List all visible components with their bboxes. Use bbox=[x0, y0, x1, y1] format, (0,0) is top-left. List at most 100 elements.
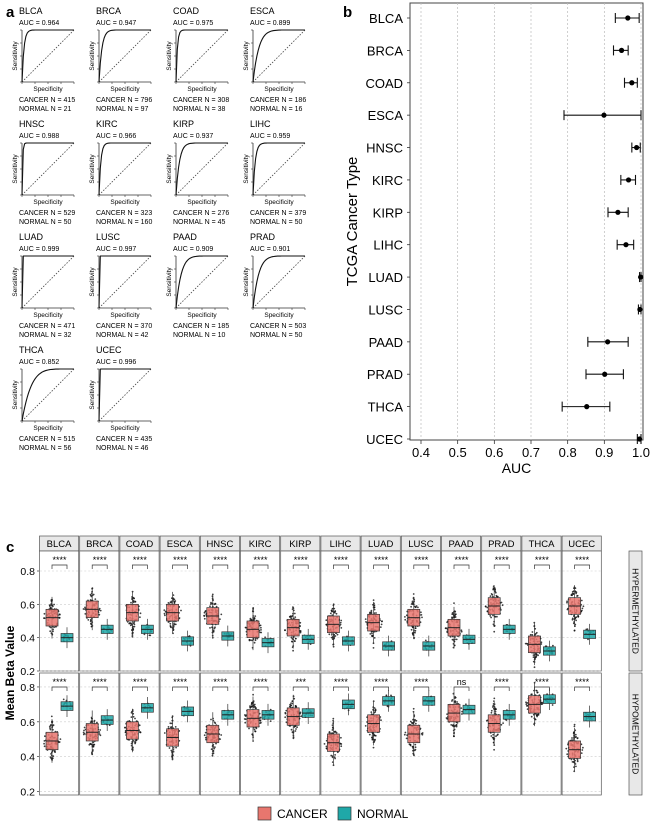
roc-cancer-n: CANCER N = 185 bbox=[173, 323, 229, 330]
beeswarm-point bbox=[368, 612, 371, 614]
beeswarm-point bbox=[89, 593, 92, 596]
beeswarm-point bbox=[340, 627, 343, 629]
beeswarm-point bbox=[492, 623, 495, 626]
beeswarm-point bbox=[340, 736, 342, 739]
roc-curve bbox=[98, 142, 151, 196]
beeswarm-point bbox=[412, 633, 414, 636]
beeswarm-point bbox=[169, 625, 172, 627]
significance-bracket bbox=[212, 564, 229, 569]
roc-normal-n: NORMAL N = 10 bbox=[173, 332, 226, 339]
beeswarm-point bbox=[288, 705, 291, 708]
roc-diagonal bbox=[21, 29, 75, 83]
beeswarm-point bbox=[490, 711, 493, 714]
significance-bracket bbox=[91, 564, 108, 569]
beeswarm-point bbox=[390, 694, 392, 697]
facet-header-label: PRAD bbox=[488, 539, 515, 550]
beeswarm-point bbox=[211, 593, 214, 596]
panel-labels: a b c bbox=[6, 4, 352, 556]
significance-label: **** bbox=[454, 555, 469, 565]
beeswarm-point bbox=[339, 623, 342, 626]
beeswarm-point bbox=[289, 703, 291, 706]
roc-cell-luad: LUAD AUC = 0.999 Specificity Sensitivity CAN… bbox=[12, 232, 75, 339]
beeswarm-point bbox=[50, 724, 52, 726]
beeswarm-point bbox=[541, 703, 544, 705]
beeswarm-point bbox=[453, 735, 455, 738]
boxplot-y-tick-label: 0.6 bbox=[20, 599, 35, 611]
beeswarm-point bbox=[581, 607, 584, 610]
significance-bracket bbox=[91, 686, 108, 691]
beeswarm-point bbox=[410, 721, 413, 724]
boxplot-y-tick-label: 0.2 bbox=[20, 787, 35, 799]
roc-cancer-n: CANCER N = 515 bbox=[19, 436, 75, 443]
significance-label: **** bbox=[93, 677, 108, 687]
beeswarm-point bbox=[259, 624, 262, 627]
facet-header-label: LUAD bbox=[368, 539, 393, 550]
beeswarm-point bbox=[424, 639, 427, 642]
roc-normal-n: NORMAL N = 38 bbox=[173, 106, 226, 113]
beeswarm-point bbox=[167, 602, 170, 604]
beeswarm-point bbox=[454, 696, 456, 698]
forest-auc-point bbox=[602, 371, 608, 377]
forest-x-tick-label: 0.5 bbox=[449, 445, 467, 460]
forest-category-label: KIRC bbox=[372, 173, 403, 188]
roc-y-label: Sensitivity bbox=[12, 41, 19, 71]
beeswarm-point bbox=[501, 604, 504, 607]
roc-y-label: Sensitivity bbox=[12, 154, 19, 184]
significance-label: **** bbox=[173, 677, 188, 687]
beeswarm-point bbox=[536, 715, 538, 718]
roc-title: ESCA bbox=[250, 6, 275, 16]
beeswarm-point bbox=[132, 712, 135, 715]
beeswarm-point bbox=[212, 630, 215, 633]
forest-category-label: ESCA bbox=[368, 108, 404, 123]
beeswarm-point bbox=[374, 734, 376, 737]
significance-label: **** bbox=[414, 677, 429, 687]
beeswarm-point bbox=[284, 629, 286, 632]
beeswarm-point bbox=[92, 749, 94, 751]
beeswarm-point bbox=[173, 623, 175, 625]
beeswarm-point bbox=[89, 742, 91, 745]
significance-label: **** bbox=[575, 555, 590, 565]
beeswarm-point bbox=[99, 729, 102, 731]
facet-header-label: LUSC bbox=[408, 539, 433, 550]
forest-category-label: KIRP bbox=[373, 205, 403, 220]
beeswarm-point bbox=[328, 633, 331, 636]
panel-label-a: a bbox=[6, 4, 15, 21]
beeswarm-point bbox=[369, 633, 372, 635]
beeswarm-point bbox=[370, 611, 373, 614]
legend-swatch bbox=[337, 806, 352, 821]
beeswarm-point bbox=[59, 738, 62, 740]
beeswarm-point bbox=[323, 743, 326, 745]
beeswarm-point bbox=[409, 744, 412, 747]
beeswarm-point bbox=[371, 735, 374, 737]
roc-y-label: Sensitivity bbox=[166, 41, 173, 71]
beeswarm-point bbox=[163, 609, 166, 611]
roc-cancer-n: CANCER N = 370 bbox=[96, 323, 152, 330]
beeswarm-point bbox=[586, 628, 589, 631]
beeswarm-point bbox=[410, 628, 413, 631]
beeswarm-point bbox=[210, 601, 212, 604]
beeswarm-point bbox=[244, 721, 247, 724]
beeswarm-point bbox=[331, 633, 333, 636]
beeswarm-point bbox=[405, 737, 408, 740]
beeswarm-point bbox=[405, 614, 408, 617]
beeswarm-point bbox=[169, 726, 172, 729]
roc-curve bbox=[252, 29, 305, 83]
beeswarm-point bbox=[490, 735, 493, 737]
beeswarm-point bbox=[364, 618, 367, 620]
beeswarm-point bbox=[375, 612, 377, 614]
beeswarm-point bbox=[412, 707, 415, 710]
beeswarm-point bbox=[53, 603, 55, 606]
beeswarm-point bbox=[169, 622, 172, 625]
facet-panel bbox=[320, 672, 361, 796]
roc-normal-n: NORMAL N = 16 bbox=[250, 106, 303, 113]
beeswarm-point bbox=[420, 614, 423, 616]
roc-normal-n: NORMAL N = 46 bbox=[96, 445, 149, 452]
roc-cell-blca: BLCA AUC = 0.964 Specificity Sensitivity CAN… bbox=[12, 6, 75, 113]
roc-x-label: Specificity bbox=[264, 86, 294, 93]
roc-curve bbox=[252, 255, 305, 309]
beeswarm-point bbox=[290, 728, 293, 731]
beeswarm-point bbox=[82, 731, 85, 734]
significance-bracket bbox=[413, 564, 430, 569]
significance-label: **** bbox=[173, 555, 188, 565]
